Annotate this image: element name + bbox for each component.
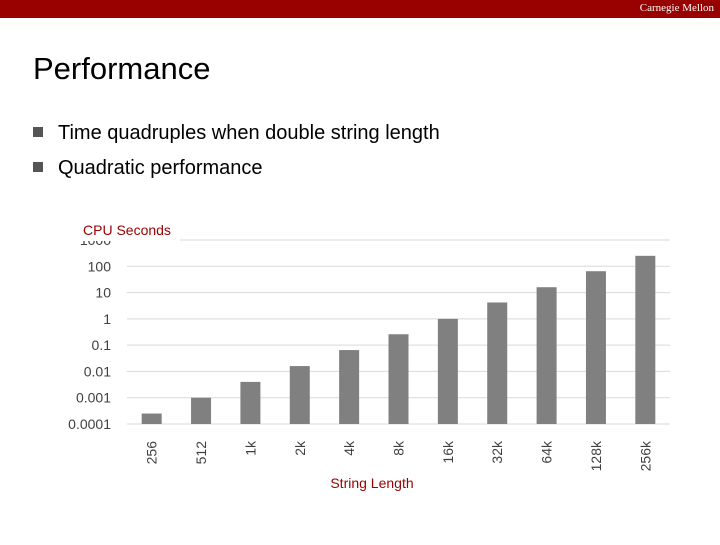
x-tick-label: 2k [292,440,308,456]
bar [141,413,162,424]
bullet-text: Time quadruples when double string lengt… [58,122,440,144]
y-tick-label: 10 [95,285,111,301]
bullet-item: Time quadruples when double string lengt… [33,120,440,155]
x-tick-label: 1k [242,440,258,456]
bullet-text: Quadratic performance [58,157,263,179]
bar [191,397,212,424]
brand-label: Carnegie Mellon [639,2,714,14]
y-axis-title: CPU Seconds [83,222,171,238]
x-tick-label: 32k [489,440,505,464]
x-tick-label: 8k [391,440,407,456]
bar [289,366,310,424]
bar [635,255,656,424]
x-tick-label: 256 [144,441,160,465]
square-bullet-icon [33,126,43,137]
y-tick-label: 100 [88,258,112,274]
x-tick-label: 64k [539,440,555,464]
slide-title: Performance [33,51,211,86]
y-tick-label: 0.1 [92,337,112,353]
x-tick-label: 128k [588,440,604,471]
x-tick-label: 256k [637,440,653,471]
bar [487,302,508,424]
bar [388,334,409,424]
bar [240,381,261,424]
y-tick-label: 0.001 [76,390,111,406]
top-bar: Carnegie Mellon [0,0,720,18]
y-tick-label: 0.0001 [68,416,111,432]
square-bullet-icon [33,161,43,172]
bar [437,318,458,424]
x-axis-title: String Length [330,475,413,491]
bullet-item: Quadratic performance [33,155,440,190]
x-tick-label: 16k [440,440,456,464]
bar [536,287,557,424]
x-tick-label: 512 [193,441,209,465]
y-axis-title-bg [80,219,180,241]
x-tick-label: 4k [341,440,357,456]
y-tick-label: 0.01 [84,363,111,379]
bar [585,271,606,424]
y-tick-label: 1 [103,311,111,327]
bar [339,350,360,424]
bullet-list: Time quadruples when double string lengt… [33,120,440,190]
